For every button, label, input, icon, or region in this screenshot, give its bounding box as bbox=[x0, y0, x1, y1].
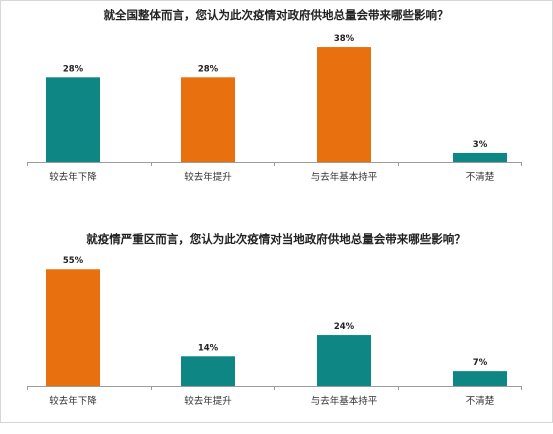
bar-data-label: 28% bbox=[63, 64, 84, 74]
x-tick-label: 较去年提升 bbox=[184, 171, 232, 183]
x-tick-label: 不清楚 bbox=[466, 171, 495, 183]
bar-group: 55% 较去年下降 14% 较去年提升 24% 与去年基本持平 7% 不清楚 bbox=[27, 256, 522, 407]
chart-national-land-supply: 就全国整体而言，您认为此次疫情对政府供地总量会带来哪些影响？ 28% 较去年下降 2… bbox=[0, 0, 553, 210]
x-tick-label: 不清楚 bbox=[466, 395, 495, 407]
bar-group: 28% 较去年下降 28% 较去年提升 38% 与去年基本持平 3% 不清楚 bbox=[27, 34, 522, 183]
bar bbox=[317, 335, 371, 386]
chart-title: 就疫情严重区而言，您认为此次疫情对当地政府供地总量会带来哪些影响？ bbox=[86, 232, 466, 246]
x-tick-label: 较去年下降 bbox=[49, 395, 97, 407]
x-tick-label: 较去年下降 bbox=[49, 171, 97, 183]
bar-data-label: 38% bbox=[334, 34, 355, 44]
chart-svg: 就全国整体而言，您认为此次疫情对政府供地总量会带来哪些影响？ 28%较去年下降2… bbox=[27, 8, 522, 183]
bar bbox=[181, 77, 235, 162]
chart-title: 就全国整体而言，您认为此次疫情对政府供地总量会带来哪些影响？ bbox=[104, 8, 449, 22]
bar-data-label: 7% bbox=[473, 358, 488, 368]
bar-data-label: 24% bbox=[334, 322, 355, 332]
bar-data-label: 14% bbox=[198, 343, 219, 353]
x-tick-label: 与去年基本持平 bbox=[311, 395, 378, 407]
bar bbox=[46, 77, 100, 162]
bar-data-label: 55% bbox=[63, 256, 84, 266]
x-tick-label: 与去年基本持平 bbox=[311, 171, 378, 183]
bar bbox=[453, 152, 507, 162]
bar bbox=[317, 47, 371, 162]
bar bbox=[181, 356, 235, 386]
chart-svg: 就疫情严重区而言，您认为此次疫情对当地政府供地总量会带来哪些影响？ 55% 较去年… bbox=[27, 232, 522, 407]
chart-severe-area-land-supply: 就疫情严重区而言，您认为此次疫情对当地政府供地总量会带来哪些影响？ 55% 较去年… bbox=[0, 224, 553, 434]
bar-data-label: 3% bbox=[473, 140, 488, 150]
x-tick-label: 较去年提升 bbox=[184, 395, 232, 407]
bar bbox=[453, 371, 507, 386]
bar bbox=[46, 269, 100, 386]
bar-data-label: 28% bbox=[198, 64, 219, 74]
